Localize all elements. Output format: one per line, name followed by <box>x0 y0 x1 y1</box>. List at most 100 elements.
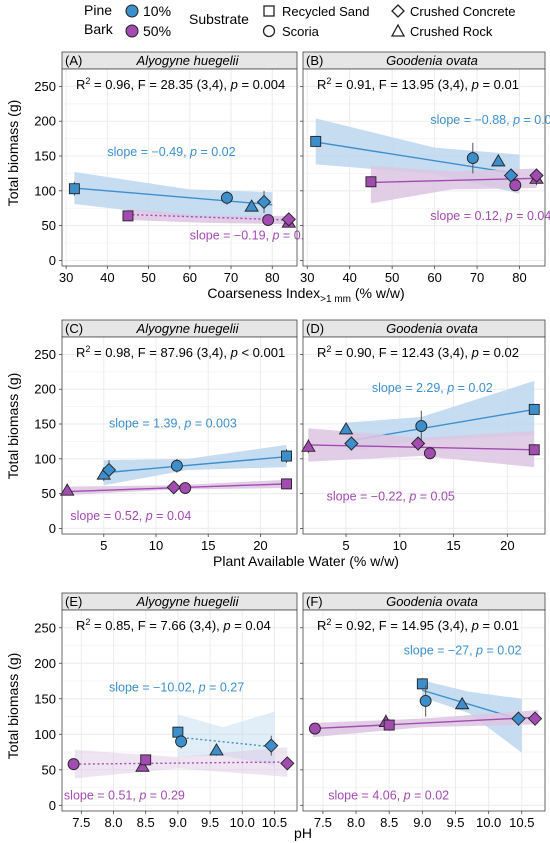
data-point-triangle <box>135 759 150 772</box>
legend-10pct-label: 10% <box>143 3 171 19</box>
y-tick-label: 150 <box>34 691 56 706</box>
data-point-diamond <box>101 462 117 478</box>
x-tick-label: 40 <box>100 270 114 285</box>
data-point-circle <box>175 735 188 748</box>
data-point-circle <box>262 214 275 227</box>
y-tick-label: 250 <box>34 79 56 94</box>
y-tick-label: 250 <box>34 620 56 635</box>
x-tick-label: 50 <box>141 270 155 285</box>
plot-area <box>62 69 297 266</box>
x-tick-label: 10.5 <box>509 815 534 830</box>
y-tick-label: 200 <box>34 656 56 671</box>
panel-species: Alyogyne huegelii <box>136 321 240 336</box>
plot-frame <box>302 68 546 267</box>
data-point-triangle <box>454 696 470 710</box>
slope-annotation-10pct: slope = −0.49, p = 0.02 <box>107 145 235 159</box>
legend-pine-bark-title-2: Bark <box>84 21 114 37</box>
data-point-square <box>528 444 540 456</box>
x-tick-label: 10 <box>149 538 163 553</box>
data-point-triangle <box>491 154 506 167</box>
panel-label: (C) <box>65 321 83 336</box>
x-tick-label: 30 <box>300 270 314 285</box>
legend-triangle-icon <box>390 23 406 37</box>
legend-crushed-concrete-label: Crushed Concrete <box>410 4 516 19</box>
slope-annotation-50pct: slope = 4.06, p = 0.02 <box>328 789 449 803</box>
x-tick-label: 9.0 <box>169 815 187 830</box>
y-tick-label: 250 <box>34 347 56 362</box>
fit-line-50pct <box>312 716 539 730</box>
fit-line-10pct <box>74 187 273 206</box>
slope-annotation-10pct: slope = 2.29, p = 0.02 <box>372 381 493 395</box>
data-point-circle <box>466 152 479 165</box>
panel-e: (E) Alyogyne huegelii R2 = 0.85, F = 7.66 … <box>34 592 298 830</box>
y-tick-label: 50 <box>42 762 56 777</box>
y-tick-label: 50 <box>42 486 56 501</box>
x-tick-label: 10.0 <box>230 815 255 830</box>
panel-label: (B) <box>306 53 323 68</box>
data-point-square <box>68 183 80 195</box>
fit-line-50pct <box>74 761 288 765</box>
y-tick-label: 150 <box>34 417 56 432</box>
plot-frame <box>302 609 546 812</box>
data-point-square <box>365 176 377 188</box>
x-axis-label-row1: Coarseness Index>1 mm (% w/w) <box>207 285 404 305</box>
panel-species: Alyogyne huegelii <box>136 594 240 609</box>
slope-annotation-50pct: slope = −0.22, p = 0.05 <box>327 490 455 504</box>
data-point-circle <box>170 459 183 472</box>
x-tick-label: 30 <box>59 270 73 285</box>
y-tick-label: 100 <box>34 183 56 198</box>
data-point-diamond <box>344 436 359 451</box>
panel-stats: R2 = 0.92, F = 14.95 (3,4), p = 0.01 <box>317 617 519 633</box>
panel-species: Goodenia ovata <box>386 594 478 609</box>
plot-frame <box>302 336 546 535</box>
panel-label: (F) <box>306 594 323 609</box>
fit-line-10pct <box>315 141 520 175</box>
data-point-square <box>140 754 152 766</box>
x-tick-label: 7.5 <box>72 815 90 830</box>
plot-frame <box>61 68 298 267</box>
legend-10pct-marker <box>125 4 139 18</box>
confidence-band-50pct <box>127 208 289 225</box>
slope-annotation-50pct: slope = −0.19, p = 0.22 <box>190 229 318 243</box>
y-tick-label: 50 <box>42 218 56 233</box>
x-tick-label: 80 <box>512 270 526 285</box>
data-point-square <box>383 719 395 731</box>
legend-circle-icon <box>262 24 276 38</box>
panel-stats: R2 = 0.96, F = 28.35 (3,4), p = 0.004 <box>76 76 285 92</box>
data-point-square <box>281 450 293 462</box>
x-tick-label: 15 <box>446 538 460 553</box>
x-tick-label: 10.0 <box>476 815 501 830</box>
x-tick-label: 5 <box>100 538 107 553</box>
legend-50pct-label: 50% <box>143 23 171 39</box>
x-axis-label-row1-sub: >1 mm <box>320 294 351 305</box>
data-point-square <box>122 210 134 222</box>
panel-d: (D) Goodenia ovata R2 = 0.90, F = 12.43 (3… <box>300 319 546 553</box>
data-point-diamond <box>264 738 279 753</box>
data-point-circle <box>179 482 192 495</box>
data-point-diamond <box>256 194 272 210</box>
y-tick-label: 200 <box>34 382 56 397</box>
x-tick-label: 15 <box>201 538 215 553</box>
y-tick-label: 150 <box>34 149 56 164</box>
legend-diamond-icon <box>391 4 405 18</box>
data-point-circle <box>308 722 321 735</box>
data-point-triangle <box>244 199 259 212</box>
x-tick-label: 5 <box>342 538 349 553</box>
x-tick-label: 60 <box>427 270 441 285</box>
slope-annotation-10pct: slope = −27, p = 0.02 <box>404 644 522 658</box>
panel-species: Goodenia ovata <box>386 53 478 68</box>
x-tick-label: 80 <box>265 270 279 285</box>
x-tick-label: 8.5 <box>380 815 398 830</box>
data-point-circle <box>415 420 428 433</box>
panel-species: Goodenia ovata <box>386 321 478 336</box>
x-axis-label-row2: Plant Available Water (% w/w) <box>213 553 399 569</box>
data-point-diamond <box>527 711 543 726</box>
x-tick-label: 7.5 <box>314 815 332 830</box>
y-axis-label-row3: Total biomass (g) <box>5 653 21 760</box>
panel-stats: R2 = 0.90, F = 12.43 (3,4), p = 0.02 <box>317 344 519 360</box>
y-tick-label: 100 <box>34 727 56 742</box>
slope-annotation-10pct: slope = −0.88, p = 0.02 <box>430 113 550 127</box>
plot-frame <box>61 609 298 812</box>
legend-square-icon <box>263 5 275 17</box>
